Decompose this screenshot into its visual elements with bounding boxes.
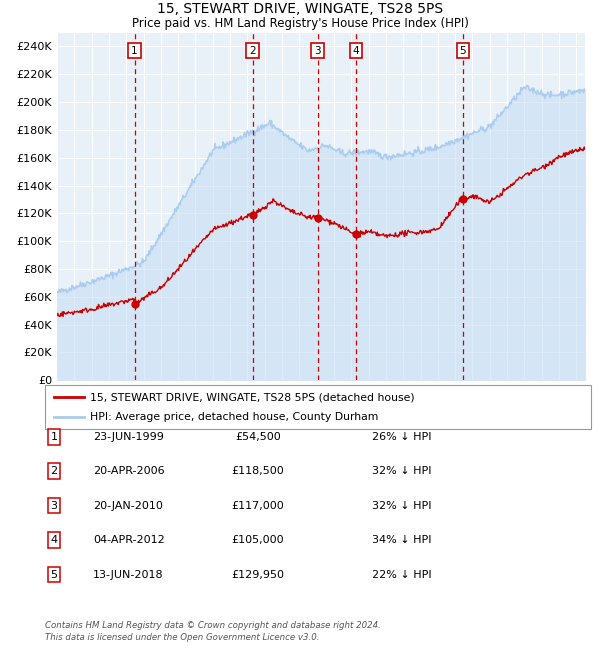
Text: £105,000: £105,000: [232, 535, 284, 545]
Text: 1: 1: [131, 46, 138, 56]
Text: 2: 2: [50, 466, 58, 476]
Text: 04-APR-2012: 04-APR-2012: [93, 535, 165, 545]
Text: 4: 4: [352, 46, 359, 56]
Text: 15, STEWART DRIVE, WINGATE, TS28 5PS: 15, STEWART DRIVE, WINGATE, TS28 5PS: [157, 2, 443, 16]
Text: 32% ↓ HPI: 32% ↓ HPI: [372, 466, 431, 476]
Text: 3: 3: [50, 500, 58, 511]
Text: 22% ↓ HPI: 22% ↓ HPI: [372, 569, 431, 580]
Text: HPI: Average price, detached house, County Durham: HPI: Average price, detached house, Coun…: [90, 411, 379, 422]
Text: 34% ↓ HPI: 34% ↓ HPI: [372, 535, 431, 545]
Text: 5: 5: [50, 569, 58, 580]
Text: 20-APR-2006: 20-APR-2006: [93, 466, 164, 476]
Text: 1: 1: [50, 432, 58, 442]
Text: 20-JAN-2010: 20-JAN-2010: [93, 500, 163, 511]
Text: Price paid vs. HM Land Registry's House Price Index (HPI): Price paid vs. HM Land Registry's House …: [131, 17, 469, 30]
Text: £129,950: £129,950: [232, 569, 284, 580]
Text: 15, STEWART DRIVE, WINGATE, TS28 5PS (detached house): 15, STEWART DRIVE, WINGATE, TS28 5PS (de…: [90, 392, 415, 402]
Text: 4: 4: [50, 535, 58, 545]
Text: Contains HM Land Registry data © Crown copyright and database right 2024.: Contains HM Land Registry data © Crown c…: [45, 621, 381, 630]
Text: This data is licensed under the Open Government Licence v3.0.: This data is licensed under the Open Gov…: [45, 632, 320, 642]
Text: 23-JUN-1999: 23-JUN-1999: [93, 432, 164, 442]
Text: £118,500: £118,500: [232, 466, 284, 476]
Text: 2: 2: [250, 46, 256, 56]
Text: £117,000: £117,000: [232, 500, 284, 511]
Text: 3: 3: [314, 46, 321, 56]
Text: £54,500: £54,500: [235, 432, 281, 442]
Text: 26% ↓ HPI: 26% ↓ HPI: [372, 432, 431, 442]
Text: 32% ↓ HPI: 32% ↓ HPI: [372, 500, 431, 511]
Text: 5: 5: [460, 46, 466, 56]
Text: 13-JUN-2018: 13-JUN-2018: [93, 569, 164, 580]
